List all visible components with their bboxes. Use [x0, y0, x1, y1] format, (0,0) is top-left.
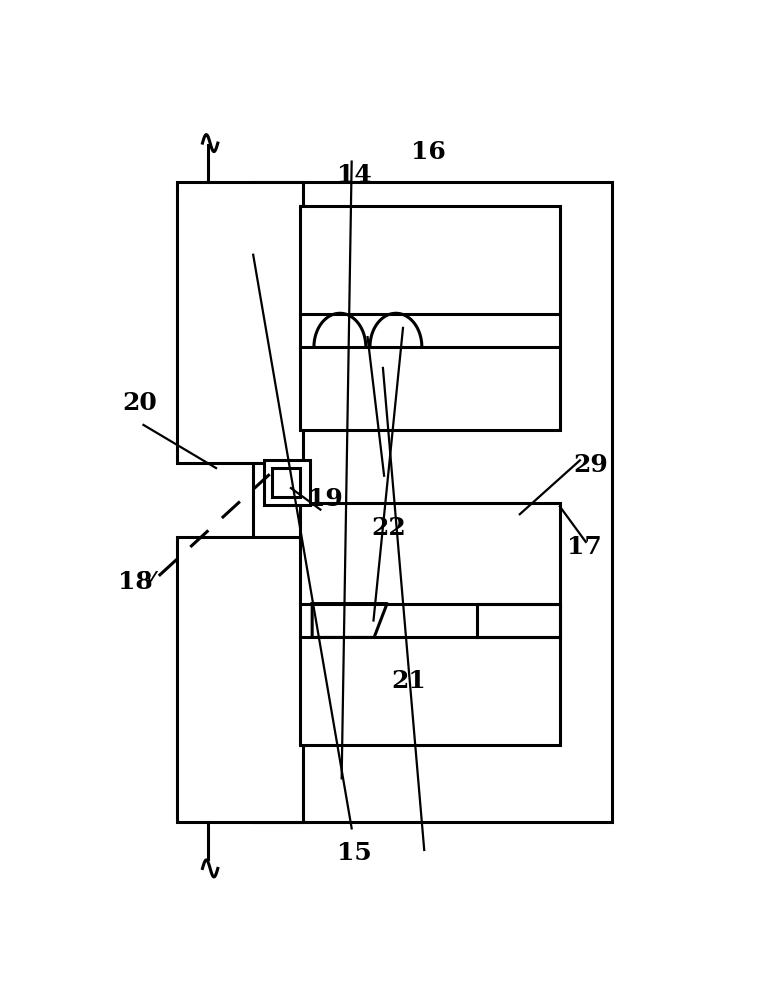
Text: $\gamma$: $\gamma$ [143, 567, 159, 589]
Text: 17: 17 [567, 535, 602, 559]
Text: 19: 19 [307, 487, 342, 511]
Text: 16: 16 [411, 140, 446, 164]
Text: 29: 29 [573, 453, 608, 477]
Text: 15: 15 [337, 841, 372, 865]
Bar [264, 460, 310, 505]
Text: 14: 14 [337, 163, 372, 187]
Text: 22: 22 [371, 516, 406, 540]
Text: 18: 18 [118, 570, 153, 594]
Text: 20: 20 [122, 391, 157, 415]
Bar [301, 503, 560, 745]
Bar [301, 206, 560, 430]
Text: 21: 21 [391, 669, 426, 693]
Bar [272, 468, 301, 497]
Bar [177, 537, 304, 822]
Bar [177, 182, 304, 463]
Bar [253, 182, 612, 822]
